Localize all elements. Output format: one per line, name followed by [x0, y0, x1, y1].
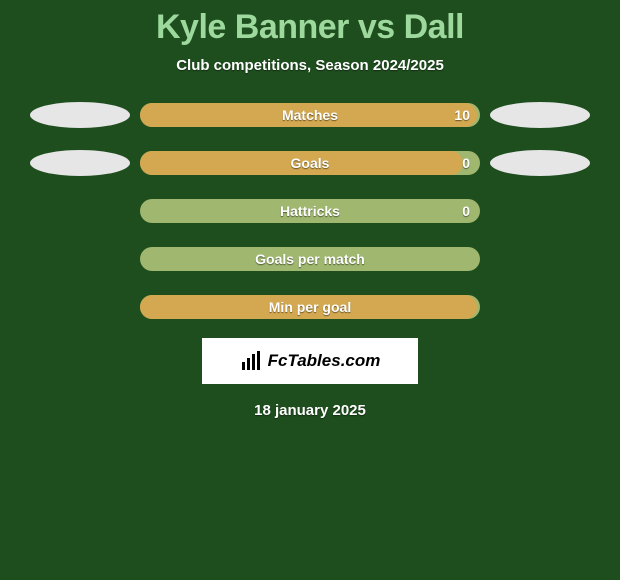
stat-row: Goals0 [10, 150, 610, 176]
brand-box: FcTables.com [202, 338, 418, 384]
page-title: Kyle Banner vs Dall [0, 0, 620, 47]
stat-bar: Min per goal [140, 295, 480, 319]
page-subtitle: Club competitions, Season 2024/2025 [0, 57, 620, 74]
left-oval [30, 102, 130, 128]
stat-rows: Matches10Goals0Hattricks0Goals per match… [0, 102, 620, 320]
stat-bar-label: Hattricks [140, 203, 480, 219]
brand-text: FcTables.com [268, 351, 381, 371]
right-oval [490, 150, 590, 176]
stat-row: Goals per match [10, 246, 610, 272]
right-spacer [490, 246, 590, 272]
left-spacer [30, 246, 130, 272]
stat-bar-label: Goals per match [140, 251, 480, 267]
stat-bar-value: 10 [454, 107, 470, 123]
left-oval [30, 150, 130, 176]
stat-row: Matches10 [10, 102, 610, 128]
stat-bar: Goals0 [140, 151, 480, 175]
stat-bar: Hattricks0 [140, 199, 480, 223]
stat-bar-label: Matches [140, 107, 480, 123]
stat-row: Min per goal [10, 294, 610, 320]
stat-bar-label: Min per goal [140, 299, 480, 315]
stat-bar: Matches10 [140, 103, 480, 127]
stat-bar-label: Goals [140, 155, 480, 171]
right-oval [490, 102, 590, 128]
brand-bars-icon [240, 350, 262, 372]
stat-bar-value: 0 [462, 155, 470, 171]
dateline: 18 january 2025 [0, 402, 620, 419]
stat-row: Hattricks0 [10, 198, 610, 224]
right-spacer [490, 294, 590, 320]
left-spacer [30, 198, 130, 224]
stat-bar-value: 0 [462, 203, 470, 219]
right-spacer [490, 198, 590, 224]
stat-bar: Goals per match [140, 247, 480, 271]
left-spacer [30, 294, 130, 320]
